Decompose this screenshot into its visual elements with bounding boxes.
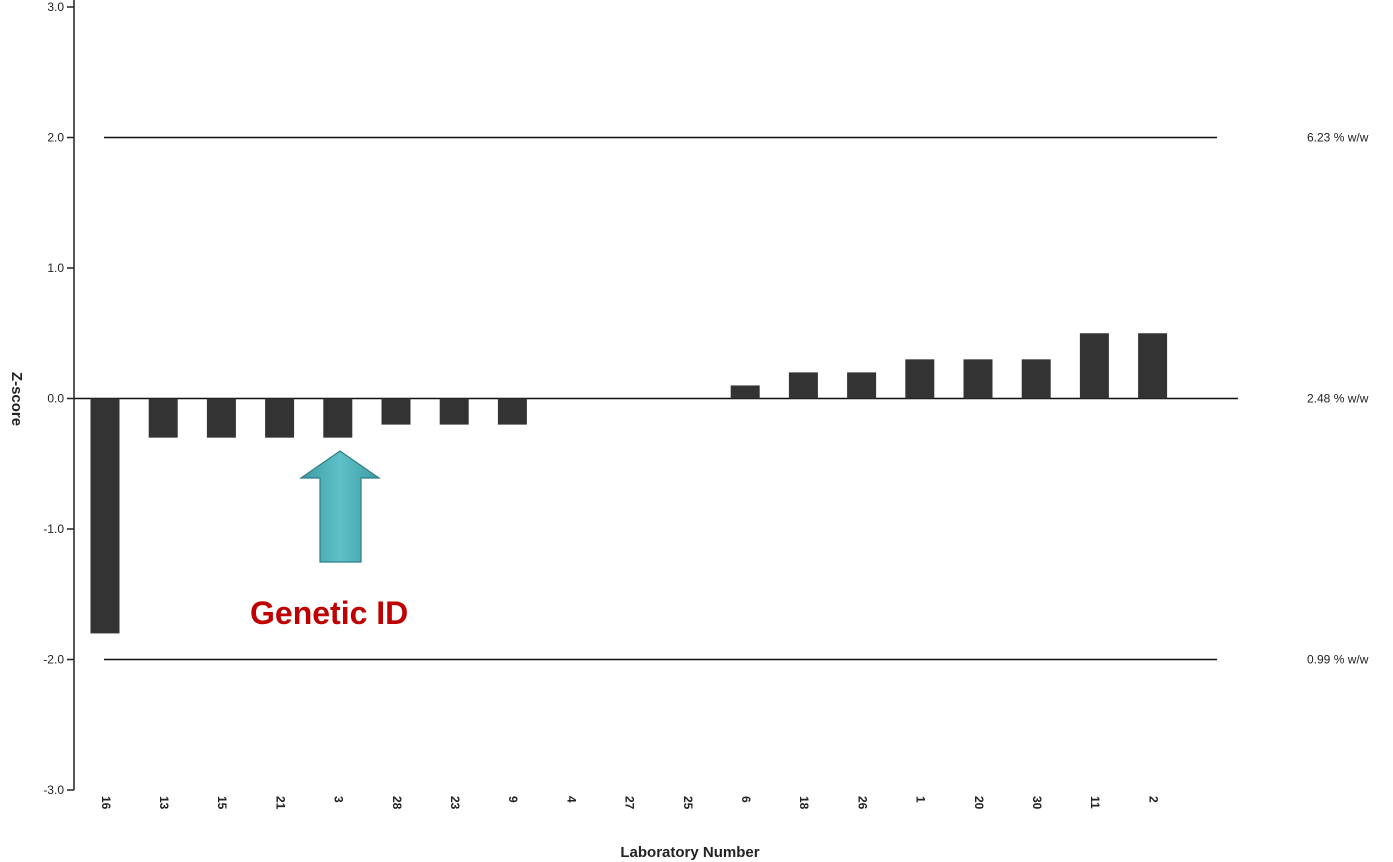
category-label: 1: [914, 796, 928, 803]
category-label: 2: [1146, 796, 1160, 803]
bar-15: [206, 398, 236, 438]
y-tick-label: 1.0: [47, 261, 64, 275]
category-label: 21: [273, 796, 287, 810]
annotation-label: Genetic ID: [250, 595, 408, 631]
category-label: 25: [681, 796, 695, 810]
category-label: 13: [157, 796, 171, 810]
category-label: 6: [739, 796, 753, 803]
up-arrow-icon: [299, 450, 381, 563]
category-label: 28: [390, 796, 404, 810]
bar-30: [1021, 359, 1051, 399]
bar-16: [90, 398, 120, 634]
category-label: 11: [1088, 796, 1102, 809]
bar-20: [963, 359, 993, 399]
reference-lines: [74, 136, 1238, 661]
category-label: 15: [215, 796, 229, 810]
category-label: 20: [972, 796, 986, 810]
y-tick-label: -3.0: [43, 783, 64, 797]
category-label: 27: [623, 796, 637, 810]
category-label: 26: [855, 796, 869, 810]
bar-26: [847, 372, 877, 399]
bar-18: [788, 372, 818, 399]
bar-21: [265, 398, 295, 438]
bar-3: [323, 398, 353, 438]
y-tick-label: 3.0: [47, 0, 64, 14]
genetic-id-annotation: Genetic ID: [250, 450, 408, 631]
bar-9: [497, 398, 527, 425]
bar-2: [1138, 333, 1168, 399]
y-tick-label: -1.0: [43, 522, 64, 536]
bars: [90, 333, 1168, 634]
category-label: 16: [99, 796, 113, 810]
reference-line-labels: 6.23 % w/w 2.48 % w/w 0.99 % w/w: [1307, 131, 1369, 667]
category-label: 30: [1030, 796, 1044, 810]
bar-23: [439, 398, 469, 425]
bar-28: [381, 398, 411, 425]
reference-line-label: 0.99 % w/w: [1307, 653, 1369, 667]
y-axis-title: Z-score: [8, 372, 25, 426]
category-label: 3: [332, 796, 346, 803]
bar-1: [905, 359, 935, 399]
y-tick-label: 0.0: [47, 392, 64, 406]
reference-line-label: 2.48 % w/w: [1307, 392, 1369, 406]
category-label: 23: [448, 796, 462, 810]
bar-11: [1079, 333, 1109, 399]
x-axis-title: Laboratory Number: [620, 844, 759, 861]
bar-6: [730, 385, 760, 399]
y-tick-label: -2.0: [43, 653, 64, 667]
category-label: 9: [506, 796, 520, 803]
category-label: 18: [797, 796, 811, 810]
y-tick-label: 2.0: [47, 131, 64, 145]
category-label: 4: [564, 796, 578, 803]
bar-13: [148, 398, 178, 438]
y-axis: 3.0 2.0 1.0 0.0 -1.0 -2.0 -3.0: [43, 0, 75, 797]
reference-line-label: 6.23 % w/w: [1307, 131, 1369, 145]
category-labels: 16 13 15 21 3 28 23 9 4 27 25 6 18 26 1 20 30 11 2: [99, 796, 1161, 810]
